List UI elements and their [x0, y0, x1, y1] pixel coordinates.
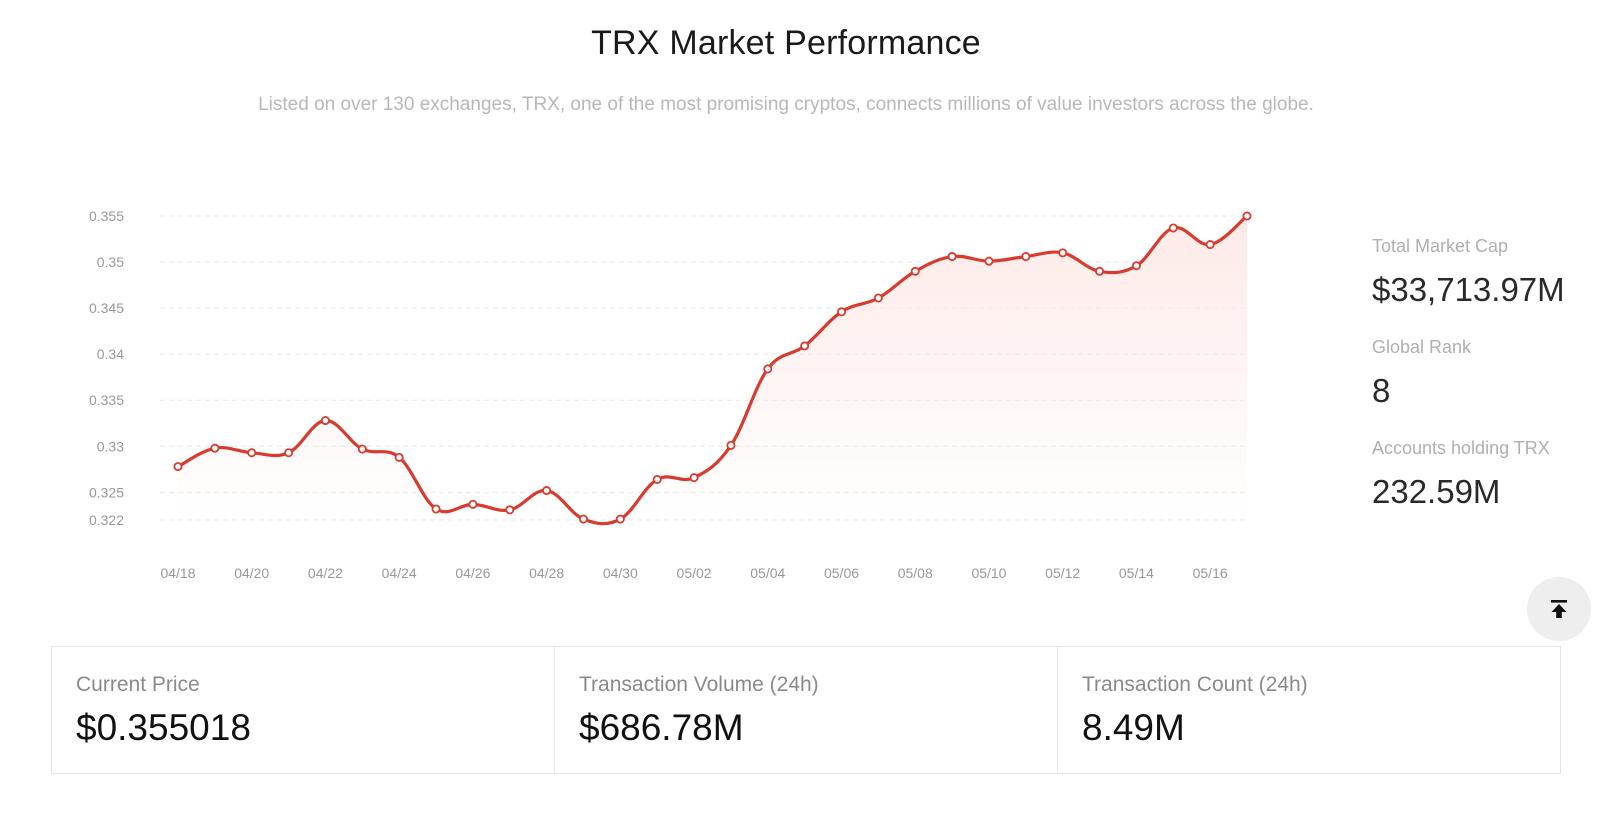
data-point — [1131, 261, 1141, 271]
data-point — [394, 452, 404, 462]
price-area — [178, 216, 1247, 524]
x-tick-label: 04/20 — [234, 565, 269, 581]
price-chart: 0.355 0.35 0.345 0.34 0.335 0.33 0.325 0.322 04/… — [0, 170, 1290, 610]
data-point — [357, 444, 367, 454]
data-point — [763, 364, 773, 374]
data-point — [910, 266, 920, 276]
data-point — [947, 252, 957, 262]
x-tick-label: 04/18 — [160, 565, 195, 581]
x-tick-label: 05/08 — [898, 565, 933, 581]
x-tick-label: 04/24 — [382, 565, 417, 581]
y-tick-label: 0.325 — [89, 484, 124, 500]
data-point — [1058, 248, 1068, 258]
current-price-value: $0.355018 — [76, 707, 251, 748]
transaction-count-value: 8.49M — [1082, 707, 1185, 748]
data-point — [652, 474, 662, 484]
data-point — [578, 514, 588, 524]
data-point — [505, 505, 515, 515]
x-tick-label: 05/10 — [971, 565, 1006, 581]
page-title: TRX Market Performance — [591, 24, 981, 62]
data-point — [247, 448, 257, 458]
data-point — [210, 443, 220, 453]
side-stats: Total Market Cap $33,713.97M Global Rank… — [1372, 236, 1592, 539]
y-tick-label: 0.335 — [89, 392, 124, 408]
data-point — [431, 504, 441, 514]
data-point — [689, 473, 699, 483]
data-point — [1095, 266, 1105, 276]
transaction-volume-label: Transaction Volume (24h) — [579, 673, 819, 696]
y-tick-label: 0.355 — [89, 208, 124, 224]
transaction-volume-card: Transaction Volume (24h) $686.78M — [554, 647, 1057, 773]
x-tick-label: 05/02 — [677, 565, 712, 581]
data-point — [984, 256, 994, 266]
y-tick-label: 0.322 — [89, 512, 124, 528]
data-point — [173, 462, 183, 472]
y-tick-label: 0.34 — [97, 346, 124, 362]
transaction-count-label: Transaction Count (24h) — [1082, 673, 1308, 696]
x-tick-label: 04/26 — [455, 565, 490, 581]
data-point — [873, 293, 883, 303]
market-stats-cards: Current Price $0.355018 Transaction Volu… — [51, 646, 1561, 774]
x-tick-label: 05/12 — [1045, 565, 1080, 581]
y-tick-label: 0.35 — [97, 254, 124, 270]
current-price-card: Current Price $0.355018 — [52, 647, 554, 773]
price-line-chart: 0.355 0.35 0.345 0.34 0.335 0.33 0.325 0.322 04/… — [89, 208, 1252, 581]
page-subtitle: Listed on over 130 exchanges, TRX, one o… — [258, 94, 1314, 115]
data-point — [800, 341, 810, 351]
data-point — [615, 514, 625, 524]
y-tick-label: 0.345 — [89, 300, 124, 316]
data-point — [1021, 252, 1031, 262]
data-point — [1168, 223, 1178, 233]
transaction-count-card: Transaction Count (24h) 8.49M — [1057, 647, 1560, 773]
x-tick-label: 04/22 — [308, 565, 343, 581]
global-rank-value: 8 — [1372, 372, 1391, 409]
data-point — [542, 486, 552, 496]
x-tick-label: 05/04 — [750, 565, 785, 581]
current-price-label: Current Price — [76, 673, 200, 696]
data-point — [320, 416, 330, 426]
arrow-up-to-line-icon — [1551, 600, 1567, 618]
x-tick-label: 05/14 — [1119, 565, 1154, 581]
y-tick-label: 0.33 — [97, 438, 124, 454]
data-point — [284, 448, 294, 458]
global-rank-label: Global Rank — [1372, 337, 1472, 357]
accounts-holding-value: 232.59M — [1372, 473, 1501, 510]
data-point — [726, 440, 736, 450]
accounts-holding-label: Accounts holding TRX — [1372, 438, 1550, 458]
x-tick-label: 04/28 — [529, 565, 564, 581]
data-point — [837, 307, 847, 317]
x-tick-label: 05/06 — [824, 565, 859, 581]
x-tick-label: 04/30 — [603, 565, 638, 581]
data-point — [1205, 240, 1215, 250]
data-point — [1242, 211, 1252, 221]
data-point — [468, 499, 478, 509]
x-tick-label: 05/16 — [1193, 565, 1228, 581]
total-market-cap-value: $33,713.97M — [1372, 271, 1565, 308]
back-to-top-button[interactable] — [1527, 577, 1591, 641]
transaction-volume-value: $686.78M — [579, 707, 744, 748]
total-market-cap-label: Total Market Cap — [1372, 236, 1509, 256]
